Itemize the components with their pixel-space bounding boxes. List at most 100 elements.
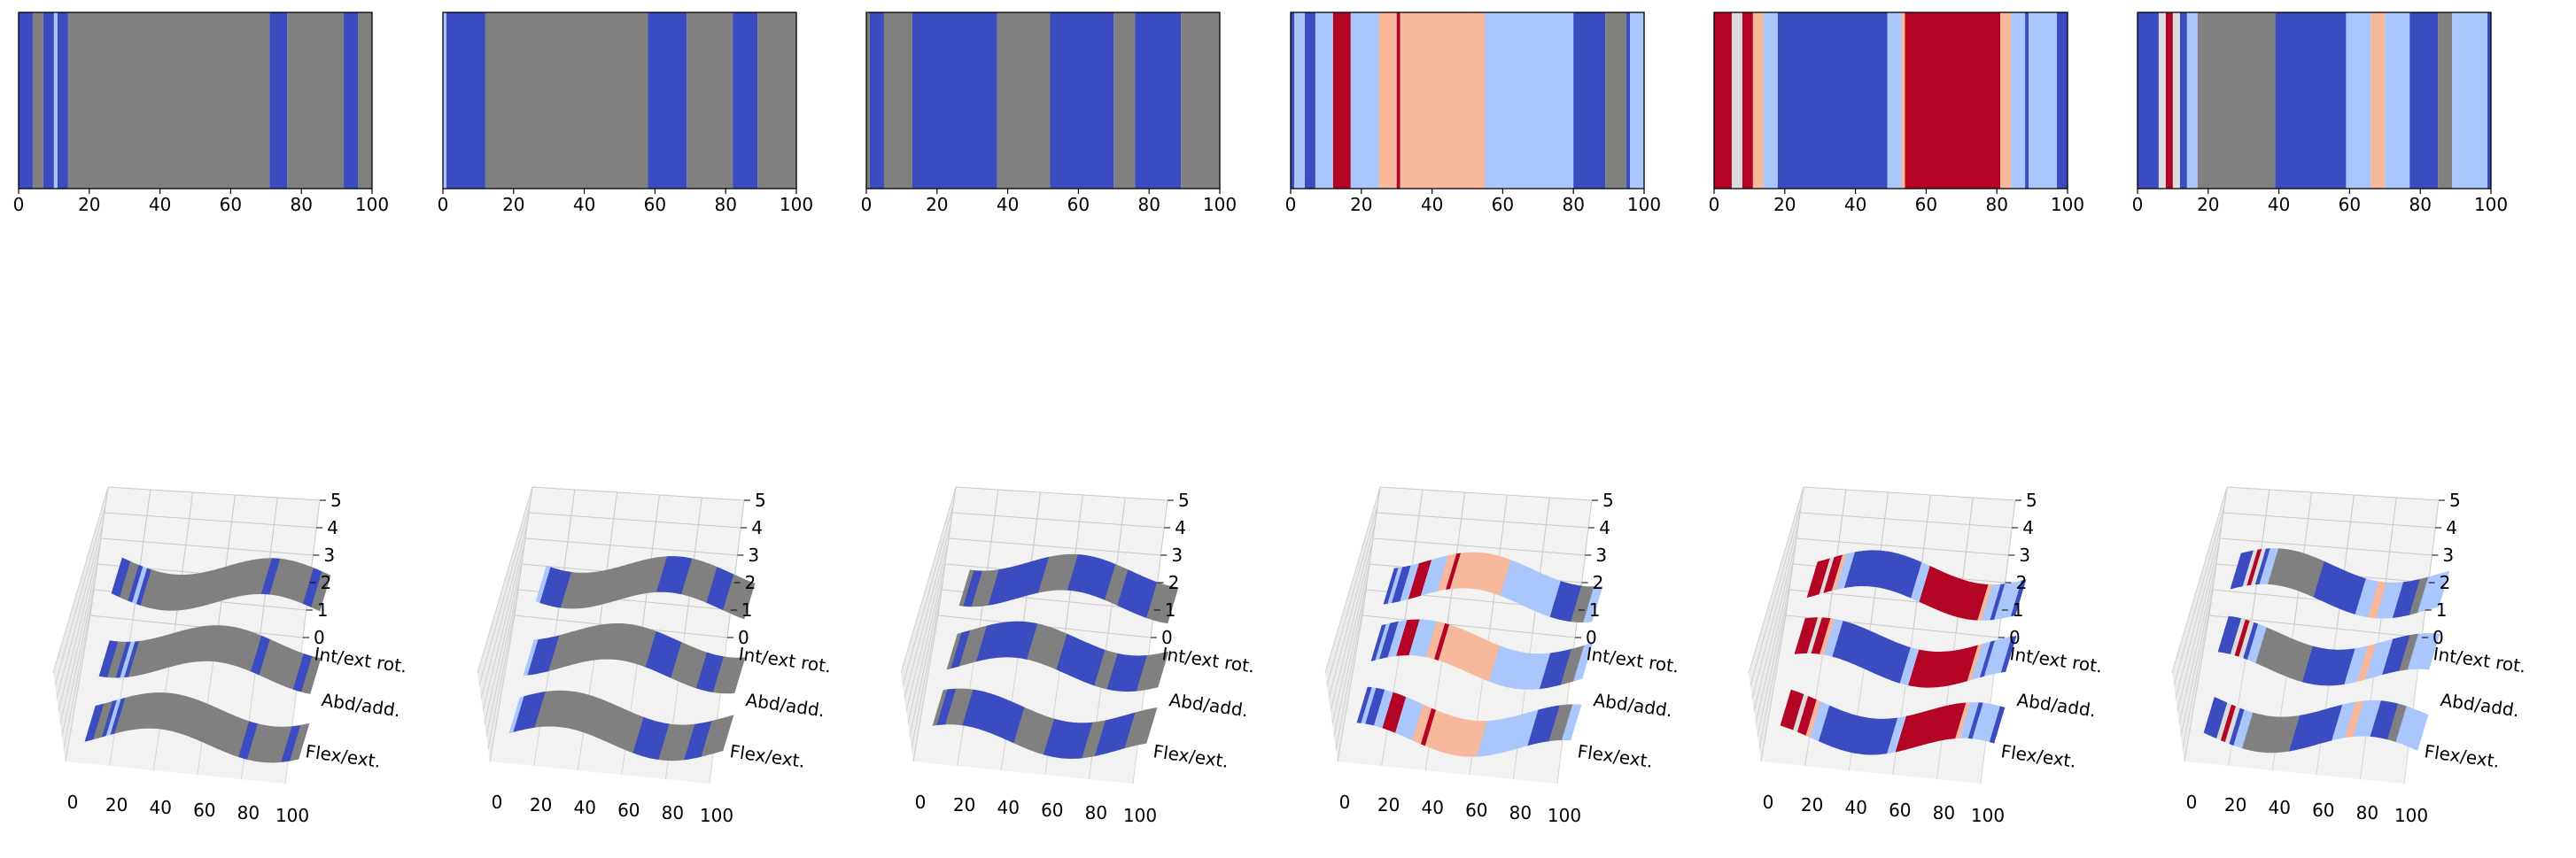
strip-x-tick-label: 40 bbox=[997, 194, 1019, 215]
strip-segment bbox=[1714, 12, 1732, 189]
grid-line bbox=[1328, 523, 1376, 699]
strip-segment bbox=[2346, 12, 2371, 189]
grid-line bbox=[912, 615, 939, 762]
grid-line bbox=[2421, 499, 2440, 638]
z-tick-label: 2 bbox=[2016, 572, 2028, 593]
surface-x-tick-label: 100 bbox=[1123, 805, 1157, 826]
surface-x-tick-label: 100 bbox=[1548, 805, 1581, 826]
grid-line bbox=[1748, 486, 1804, 674]
surface-x-tick-label: 0 bbox=[1763, 792, 1774, 813]
grid-line bbox=[1827, 489, 1847, 621]
strip-segment bbox=[2370, 12, 2386, 189]
back-pane bbox=[515, 487, 744, 638]
z-tick-label: 1 bbox=[1165, 599, 1176, 621]
grid-line bbox=[484, 560, 524, 724]
grid-line bbox=[489, 615, 516, 762]
grid-line bbox=[2180, 578, 2215, 737]
strip-chart-4: 0 20 40 60 80 100 bbox=[1285, 12, 1661, 215]
grid-line bbox=[1757, 578, 1792, 737]
strip-segment bbox=[2197, 12, 2276, 189]
grid-line bbox=[2184, 615, 2210, 762]
surface-facet bbox=[2000, 636, 2017, 673]
strip-segment bbox=[1315, 12, 1333, 189]
grid-line bbox=[900, 486, 957, 674]
grid-line bbox=[905, 542, 949, 711]
strip-chart-1: 0 20 40 60 80 100 bbox=[13, 12, 389, 215]
z-tick-label: 4 bbox=[1175, 517, 1186, 538]
z-tick-label: 3 bbox=[2019, 545, 2030, 566]
z-tick-label: 5 bbox=[1602, 490, 1614, 511]
z-tick-label: 0 bbox=[738, 627, 749, 648]
surface-facet bbox=[1141, 707, 1158, 745]
y-axis-label: Flex/ext. bbox=[1999, 740, 2077, 772]
grid-line bbox=[1758, 597, 1789, 749]
z-tick-label: 2 bbox=[321, 572, 332, 593]
surface-x-tick-label: 60 bbox=[2312, 800, 2334, 821]
strip-segment bbox=[2186, 12, 2198, 189]
strip-segment bbox=[2438, 12, 2453, 189]
strip-segment bbox=[2158, 12, 2166, 189]
surface-x-tick-label: 60 bbox=[193, 800, 215, 821]
surface-x-tick-label: 40 bbox=[997, 797, 1019, 818]
z-tick-label: 0 bbox=[2009, 627, 2021, 648]
strip-segment bbox=[1630, 12, 1644, 189]
surface-facet bbox=[2010, 579, 2027, 617]
strip-segment bbox=[1485, 12, 1574, 189]
strip-frame bbox=[18, 12, 373, 189]
strip-x-tick-label: 60 bbox=[2339, 194, 2361, 215]
grid-line bbox=[1372, 537, 1586, 556]
grid-line bbox=[951, 512, 1165, 529]
grid-line bbox=[104, 512, 317, 529]
strip-x-tick-label: 40 bbox=[149, 194, 171, 215]
grid-line bbox=[52, 486, 109, 674]
strip-x-tick-label: 40 bbox=[2268, 194, 2290, 215]
z-tick-label: 2 bbox=[1593, 572, 1604, 593]
surface-x-tick-label: 20 bbox=[1377, 794, 1400, 815]
grid-line bbox=[478, 505, 531, 686]
z-tick-label: 1 bbox=[741, 599, 753, 621]
grid-line bbox=[911, 597, 942, 749]
strip-x-tick-label: 80 bbox=[2409, 194, 2431, 215]
strip-segment bbox=[2025, 12, 2029, 189]
z-tick-label: 3 bbox=[1171, 545, 1183, 566]
surface-x-tick-label: 100 bbox=[275, 805, 309, 826]
surface-facet bbox=[1152, 651, 1169, 689]
z-tick-label: 2 bbox=[745, 572, 757, 593]
grid-line bbox=[2176, 542, 2220, 711]
strip-segment bbox=[269, 12, 288, 189]
grid-line bbox=[726, 499, 745, 638]
surface-plot-5: 0 1 2 3 4 5 Int/ext rot. Abd/add. Flex/ext. 0 20 40… bbox=[1748, 486, 2104, 826]
y-axis-label: Flex/ext. bbox=[1152, 740, 1230, 772]
surface-x-tick-label: 0 bbox=[67, 792, 79, 813]
strip-x-tick-label: 60 bbox=[1915, 194, 1937, 215]
grid-line bbox=[1803, 486, 2016, 501]
strip-x-tick-label: 40 bbox=[1844, 194, 1866, 215]
strip-segment bbox=[2385, 12, 2410, 189]
surface-x-tick-label: 20 bbox=[1801, 794, 1823, 815]
strip-segment bbox=[648, 12, 687, 189]
surface-x-tick-label: 100 bbox=[1971, 805, 2005, 826]
grid-line bbox=[1796, 537, 2009, 556]
grid-line bbox=[909, 578, 944, 737]
z-tick-label: 3 bbox=[748, 545, 759, 566]
grid-line bbox=[2173, 505, 2225, 686]
surface-facet bbox=[718, 715, 734, 753]
grid-line bbox=[524, 537, 738, 556]
strip-x-tick-label: 80 bbox=[290, 194, 312, 215]
grid-line bbox=[2178, 560, 2218, 724]
z-tick-label: 0 bbox=[314, 627, 325, 648]
surface-x-tick-label: 80 bbox=[662, 802, 684, 823]
strip-segment bbox=[19, 12, 33, 189]
strip-segment bbox=[1293, 12, 1305, 189]
strip-segment bbox=[2487, 12, 2491, 189]
grid-line bbox=[480, 523, 528, 699]
z-tick-label: 5 bbox=[2449, 490, 2461, 511]
surface-x-tick-label: 60 bbox=[617, 800, 640, 821]
grid-line bbox=[2226, 486, 2440, 501]
grid-line bbox=[948, 537, 1161, 556]
strip-segment bbox=[2172, 12, 2180, 189]
surface-x-tick-label: 80 bbox=[1085, 802, 1107, 823]
surface-x-tick-label: 0 bbox=[2186, 792, 2198, 813]
strip-segment bbox=[358, 12, 372, 189]
strip-segment bbox=[1905, 12, 2001, 189]
